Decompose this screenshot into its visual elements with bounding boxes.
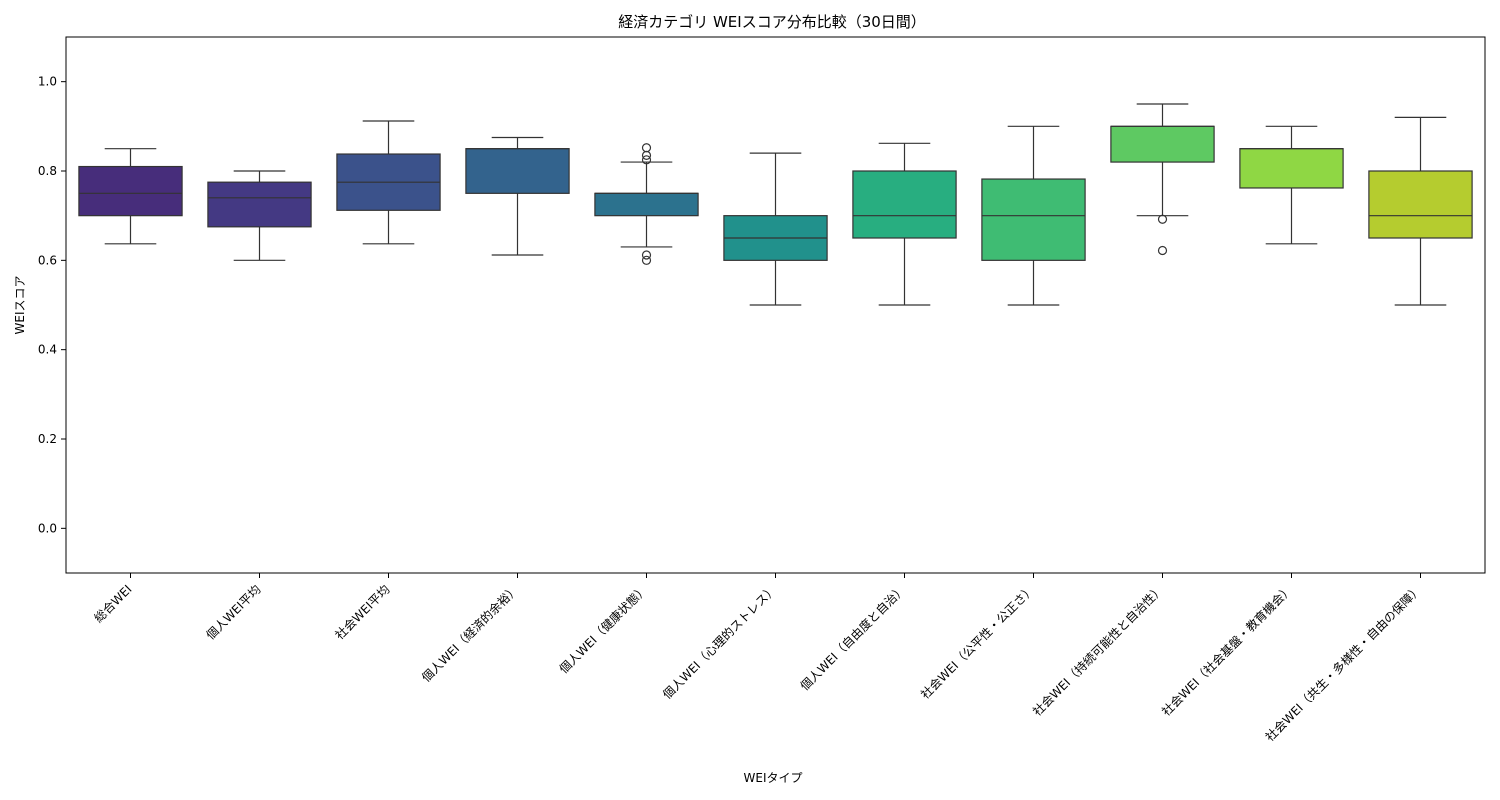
outlier-point <box>641 255 652 265</box>
y-tick-label: 0.4 <box>38 343 57 357</box>
outlier-point <box>1157 214 1168 224</box>
x-tick-label: 総合WEI <box>91 582 135 626</box>
outlier-point <box>641 150 652 160</box>
box-4 <box>465 136 570 256</box>
y-tick-label: 0.2 <box>38 432 57 446</box>
iqr-box <box>78 165 183 217</box>
box-3 <box>336 120 441 245</box>
y-tick-label: 1.0 <box>38 75 57 89</box>
iqr-box <box>1110 125 1215 163</box>
iqr-box <box>1368 170 1473 239</box>
box-6 <box>723 152 828 306</box>
iqr-box <box>594 192 699 217</box>
box-2 <box>207 170 312 261</box>
y-tick-label: 0.6 <box>38 253 57 267</box>
y-tick-label: 0.8 <box>38 164 57 178</box>
x-axis-label: WEIタイプ <box>744 771 803 785</box>
x-tick-label: 個人WEI（自由度と自治） <box>797 582 909 694</box>
box-1 <box>78 148 183 245</box>
x-tick-label: 社会WEI平均 <box>332 582 393 643</box>
iqr-box <box>981 178 1086 261</box>
y-axis-label: WEIスコア <box>13 276 27 335</box>
x-tick-label: 社会WEI（持続可能性と自治性） <box>1029 582 1166 719</box>
iqr-box <box>465 148 570 194</box>
outlier-point <box>1157 245 1168 256</box>
iqr-box <box>207 181 312 228</box>
chart-title: 経済カテゴリ WEIスコア分布比較（30日間） <box>618 13 926 31</box>
x-tick-label: 社会WEI（社会基盤・教育機会） <box>1158 582 1295 719</box>
iqr-box <box>852 170 957 239</box>
box-9 <box>1110 103 1215 256</box>
box-5 <box>594 143 699 265</box>
plot-frame <box>65 36 1486 574</box>
x-tick-label: 個人WEI（心理的ストレス） <box>659 582 779 702</box>
x-tick-label: 個人WEI（経済的余裕） <box>418 582 521 685</box>
x-tick-label: 社会WEI（共生・多様性・自由の保障） <box>1262 582 1425 745</box>
box-11 <box>1368 116 1473 306</box>
iqr-box <box>1239 148 1344 189</box>
outlier-point <box>641 250 652 260</box>
box-7 <box>852 142 957 306</box>
x-tick-label: 社会WEI（公平性・公正さ） <box>917 582 1037 702</box>
box-8 <box>981 125 1086 306</box>
x-tick-label: 個人WEI（健康状態） <box>556 582 651 677</box>
box-10 <box>1239 125 1344 245</box>
outlier-point <box>641 155 652 165</box>
y-tick-label: 0.0 <box>38 521 57 535</box>
outlier-point <box>641 143 652 153</box>
x-tick-label: 個人WEI平均 <box>204 582 264 642</box>
